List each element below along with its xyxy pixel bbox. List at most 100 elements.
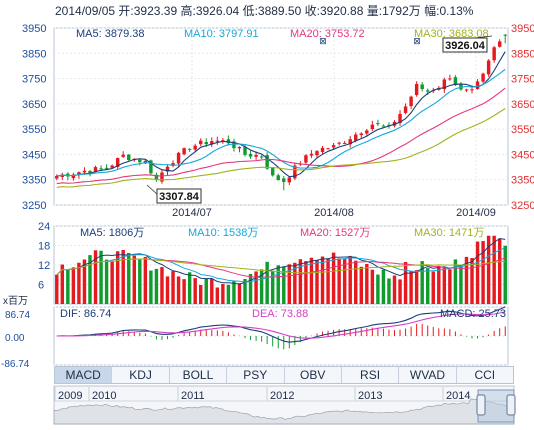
candle-body [464, 89, 469, 91]
candle-body [481, 73, 485, 82]
min-callout: 3307.84 [146, 184, 202, 204]
volume-bar [448, 269, 452, 304]
candle-body [497, 41, 502, 47]
tab-kdj[interactable]: KDJ [112, 367, 170, 383]
candle-body [55, 175, 59, 179]
price-y-axis-left: 3950 3850 3750 3650 3550 3450 3350 3250 [22, 23, 46, 212]
price-y-tick-left: 3550 [22, 124, 46, 136]
volume-bar [199, 284, 203, 304]
navigator-sparkline [53, 398, 515, 425]
volume-bar [55, 274, 59, 304]
price-y-tick-right: 3950 [511, 23, 534, 35]
navigator-years: 2009 2010 2011 2012 2013 2014 [54, 387, 470, 402]
dif-label: DIF: 86.74 [60, 308, 111, 320]
candle-body [154, 174, 159, 180]
price-y-tick-left: 3950 [22, 23, 46, 35]
ma20-line [56, 87, 506, 185]
volume-y-tick: 6 [38, 280, 44, 292]
candle-body [354, 134, 358, 141]
volume-bar [99, 250, 103, 304]
tab-rsi[interactable]: RSI [342, 367, 400, 383]
candle-body [287, 177, 292, 183]
volume-bar [160, 267, 164, 304]
price-y-tick-right: 3850 [511, 48, 534, 60]
volume-bar [431, 271, 435, 304]
candle-body [398, 113, 402, 124]
volume-bar [187, 272, 192, 304]
candle-body [232, 141, 236, 149]
dea-line [56, 311, 506, 339]
volume-bar [60, 264, 65, 304]
ma5-line [56, 51, 506, 178]
tab-psy[interactable]: PSY [227, 367, 285, 383]
volume-bar [409, 271, 413, 304]
price-y-tick-left: 3750 [22, 74, 46, 86]
volume-unit-label: x百万 [3, 295, 28, 307]
volume-bar [403, 262, 408, 304]
navigator-year-label: 2011 [181, 390, 205, 402]
macd-label: MACD: 25.73 [440, 308, 506, 320]
volume-bar [270, 270, 275, 304]
macd-panel-frame [53, 306, 509, 366]
navigator-left-handle[interactable] [476, 394, 486, 416]
min-callout-box [156, 188, 202, 204]
volume-bar [110, 261, 114, 304]
tab-obv[interactable]: OBV [285, 367, 342, 383]
candle-body [93, 167, 98, 172]
time-navigator[interactable]: 2009 2010 2011 2012 2013 2014 [53, 385, 516, 425]
navigator-year-label: 2009 [58, 390, 82, 402]
volume-ma30-line [56, 258, 506, 276]
candle-body [215, 140, 220, 142]
candle-body [315, 151, 319, 156]
candle-body [171, 163, 175, 166]
candle-body [326, 148, 330, 150]
volume-bar [71, 267, 76, 304]
navigator-right-handle[interactable] [506, 394, 516, 416]
ma10-legend-label: MA10: 3797.91 [184, 28, 259, 40]
macd-y-tick: 86.74 [5, 310, 30, 321]
candle-body [387, 124, 391, 126]
tab-boll[interactable]: BOLL [170, 367, 228, 383]
candle-body [115, 158, 120, 168]
volume-bar [193, 278, 197, 304]
candle-body [182, 148, 186, 155]
volume-bar [365, 263, 369, 304]
navigator-year-label: 2014 [446, 390, 470, 402]
tab-wvad[interactable]: WVAD [399, 367, 457, 383]
volume-bar [82, 259, 87, 304]
candle-body [420, 84, 424, 90]
candle-body [459, 83, 463, 90]
volume-bar [442, 267, 447, 304]
volume-bar [226, 284, 231, 304]
tab-cci[interactable]: CCI [474, 368, 496, 382]
ma30-legend-label: MA30: 3683.08 [414, 28, 489, 40]
tab-macd[interactable]: MACD [55, 367, 113, 383]
event-marker-icon: ⊠ [413, 36, 421, 46]
volume-bar [370, 269, 375, 304]
volume-bar [398, 279, 402, 304]
price-y-tick-right: 3250 [511, 200, 534, 212]
price-y-tick-right: 3550 [511, 124, 534, 136]
candle-body [276, 175, 280, 181]
ohlc-header: 2014/09/05 开:3923.39 高:3926.04 低:3889.50… [55, 3, 474, 18]
candle-body [77, 172, 81, 175]
volume-bar [481, 241, 485, 304]
volume-bar [171, 271, 175, 304]
candle-body [348, 139, 352, 145]
candle-body [342, 142, 347, 144]
price-grid [54, 27, 508, 206]
volume-bar [259, 269, 264, 304]
volume-bar [348, 255, 352, 304]
candle-body [359, 133, 363, 136]
volume-bar [503, 245, 507, 304]
volume-bar [132, 255, 136, 304]
volume-ma-lines [56, 237, 506, 285]
volume-bar [354, 260, 358, 304]
volume-bar [237, 283, 242, 304]
candle-body [320, 147, 325, 152]
candle-body [403, 106, 408, 113]
volume-bar [143, 256, 148, 304]
candle-body [409, 96, 413, 107]
candle-body [110, 165, 114, 168]
